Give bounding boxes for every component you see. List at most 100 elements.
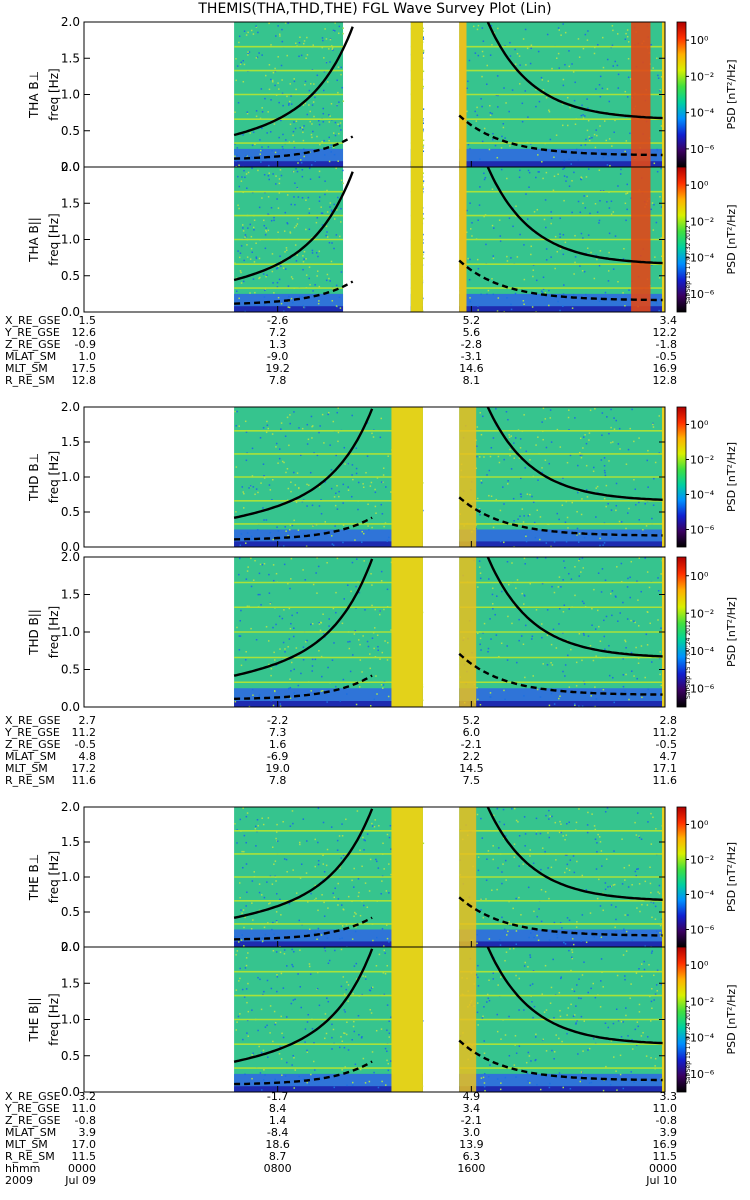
spectrogram-pixel xyxy=(651,987,653,990)
spectrogram-pixel xyxy=(290,661,293,664)
spectrogram-pixel xyxy=(355,467,358,470)
spectrogram-pixel xyxy=(651,202,654,204)
spectrogram-pixel xyxy=(585,941,588,944)
spectrogram-pixel xyxy=(379,436,382,439)
spectrogram-pixel xyxy=(277,207,280,209)
spectrogram-pixel xyxy=(601,412,604,414)
spectrogram-pixel xyxy=(310,1073,312,1076)
spectrogram-pixel xyxy=(647,486,649,488)
spectrogram-pixel xyxy=(279,951,282,954)
spectrogram-pixel xyxy=(314,884,317,887)
spectrogram-pixel xyxy=(371,432,373,435)
spectrogram-pixel xyxy=(235,290,238,293)
spectrogram-pixel xyxy=(238,941,240,943)
spectrogram-pixel xyxy=(652,504,655,506)
spectrogram-pixel xyxy=(558,29,561,31)
spectrogram-pixel xyxy=(374,608,376,611)
spectrogram-pixel xyxy=(620,1020,623,1023)
y-tick-label: 2.0 xyxy=(61,160,80,174)
spectrogram-pixel xyxy=(617,1019,620,1022)
spectrogram-pixel xyxy=(487,850,490,852)
spectrogram-pixel xyxy=(264,288,267,290)
gyrofrequency-curve-dashed xyxy=(234,280,354,305)
spectrogram-pixel xyxy=(388,1020,390,1022)
ephemeris-value: 4.9 xyxy=(463,1090,481,1103)
spectrogram-pixel xyxy=(573,99,576,102)
spectrogram-pixel xyxy=(332,544,335,547)
spectrogram-pixel xyxy=(640,1035,643,1037)
spectrogram-pixel xyxy=(282,987,285,989)
spectrogram-pixel xyxy=(277,82,279,84)
spectrogram-pixel xyxy=(422,27,424,30)
spectrogram-pixel xyxy=(296,187,299,190)
spectrogram-pixel xyxy=(588,1047,591,1050)
spectrogram-pixel xyxy=(344,1066,346,1068)
spectrogram-pixel xyxy=(607,503,609,505)
spectrogram-pixel xyxy=(593,1037,595,1040)
spectrogram-pixel xyxy=(646,904,649,906)
spectrogram-pixel xyxy=(583,961,585,963)
spectrogram-pixel xyxy=(599,1006,602,1008)
broadband-segment xyxy=(459,557,477,707)
colorbar-label: PSD [nT²/Hz] xyxy=(725,597,738,667)
broadband-segment xyxy=(410,22,423,167)
spectrogram-pixel xyxy=(317,807,320,809)
spectrogram-pixel xyxy=(572,293,575,296)
spectrogram-pixel xyxy=(285,858,288,861)
spectrogram-pixel xyxy=(575,661,578,664)
spectrogram-pixel xyxy=(376,634,379,637)
spectrogram-pixel xyxy=(492,845,494,847)
spectrogram-pixel xyxy=(511,89,514,91)
spectrogram-pixel xyxy=(615,482,618,485)
spectrogram-pixel xyxy=(599,544,601,547)
spectrogram-pixel xyxy=(238,573,240,576)
spectrogram-pixel xyxy=(522,603,525,605)
spectrogram-pixel xyxy=(571,938,574,940)
ephemeris-value: 12.8 xyxy=(72,374,97,387)
spectrogram-pixel xyxy=(477,632,479,635)
spectrogram-pixel xyxy=(298,55,300,58)
spectrogram-pixel xyxy=(284,22,287,24)
spectrogram-pixel xyxy=(422,251,425,254)
spectrogram-pixel xyxy=(600,936,603,938)
spectrogram-pixel xyxy=(494,144,497,147)
spectrogram-pixel xyxy=(558,831,561,834)
spectrogram-pixel xyxy=(563,199,565,202)
spectrogram-pixel xyxy=(591,813,593,815)
spectrogram-pixel xyxy=(238,256,241,259)
spectrogram-pixel xyxy=(279,648,281,650)
ephemeris-label: R_RE_SM xyxy=(5,374,55,387)
spectrogram-pixel xyxy=(650,901,652,903)
spectrogram-pixel xyxy=(505,411,508,413)
colorbar-label: PSD [nT²/Hz] xyxy=(725,442,738,512)
spectrogram-pixel xyxy=(316,135,318,138)
spectrogram-pixel xyxy=(337,196,339,199)
spectrogram-pixel xyxy=(259,593,261,596)
spectrogram-pixel xyxy=(371,637,374,639)
spectrogram-pixel xyxy=(614,235,617,237)
spectrogram-pixel xyxy=(467,257,469,260)
spectrogram-pixel xyxy=(276,267,279,269)
spectrogram-pixel xyxy=(638,1003,641,1006)
spectrogram-pixel xyxy=(558,623,560,625)
broadband-segment xyxy=(631,22,651,167)
spectrogram-pixel xyxy=(651,517,653,520)
spectrogram-pixel xyxy=(239,544,242,547)
spectrogram-pixel xyxy=(603,469,606,472)
spectrogram-pixel xyxy=(244,234,247,236)
spectrogram-pixel xyxy=(344,463,346,465)
spectrogram-pixel xyxy=(340,179,343,182)
spectrogram-pixel xyxy=(611,614,613,617)
spectrogram-pixel xyxy=(422,139,425,142)
spectrogram-pixel xyxy=(536,688,539,691)
spectrogram-pixel xyxy=(479,572,482,574)
spectrogram-pixel xyxy=(371,584,373,586)
spectrogram-pixel xyxy=(479,643,481,646)
spectrogram-pixel xyxy=(328,139,330,142)
spectrogram-pixel xyxy=(594,628,597,630)
spectrogram-pixel xyxy=(605,484,608,487)
spectrogram-pixel xyxy=(644,557,646,559)
spectrogram-pixel xyxy=(335,591,337,594)
ephemeris-value: 2.7 xyxy=(79,714,97,727)
spectrogram-pixel xyxy=(328,114,330,116)
